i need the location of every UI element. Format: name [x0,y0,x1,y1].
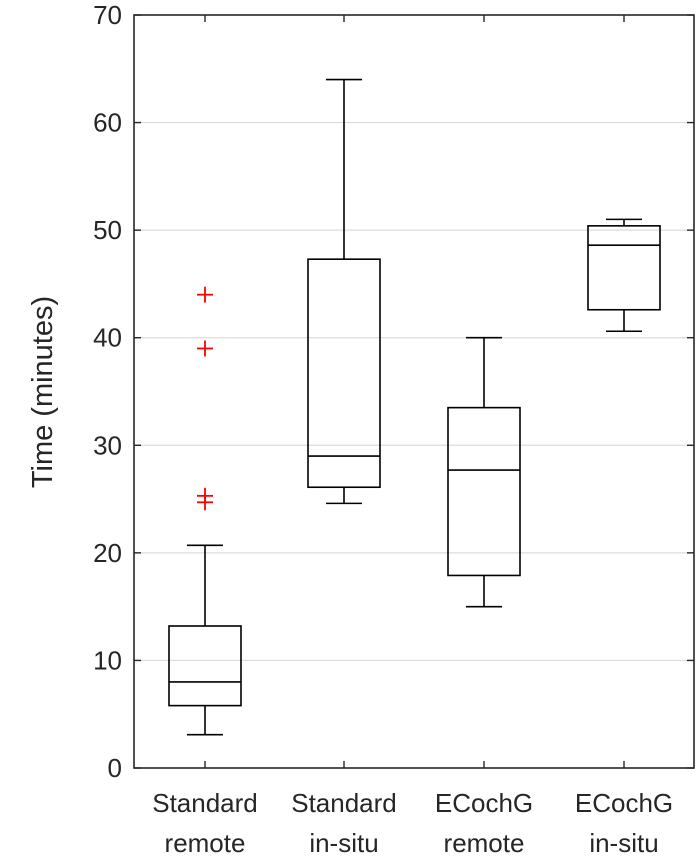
y-tick-label: 70 [93,0,122,30]
x-tick-label-line1: Standard [152,788,258,818]
grid-lines [134,121,694,662]
y-axis-label: Time (minutes) [27,296,59,488]
y-tick-label: 60 [93,108,122,138]
x-tick-label-line1: ECochG [435,788,533,818]
x-tick-label-line2: remote [165,828,246,858]
outlier-marker [197,487,213,504]
iqr-box [447,406,521,577]
box-2 [307,78,381,505]
x-tick-label-line2: remote [444,828,525,858]
y-tick-label: 0 [108,753,122,783]
box-1 [168,286,242,736]
box-4 [587,218,661,333]
x-tick-label-line1: ECochG [575,788,673,818]
boxes [168,78,661,736]
y-tick-label: 50 [93,215,122,245]
outlier-marker [197,286,213,303]
box-3 [447,336,521,608]
y-tick-label: 30 [93,430,122,460]
y-tick-label: 40 [93,323,122,353]
x-tick-label-line1: Standard [291,788,397,818]
x-tick-label-line2: in-situ [589,828,658,858]
y-tick-label: 20 [93,538,122,568]
iqr-box [307,258,381,489]
x-tick-label-line2: in-situ [309,828,378,858]
outlier-marker [197,340,213,357]
iqr-box [168,625,242,707]
y-tick-label: 10 [93,645,122,675]
plot-frame [133,14,695,769]
iqr-box [587,225,661,311]
axes: 0 10 20 30 40 50 60 70 Standard remote Standard in-… [93,0,695,858]
